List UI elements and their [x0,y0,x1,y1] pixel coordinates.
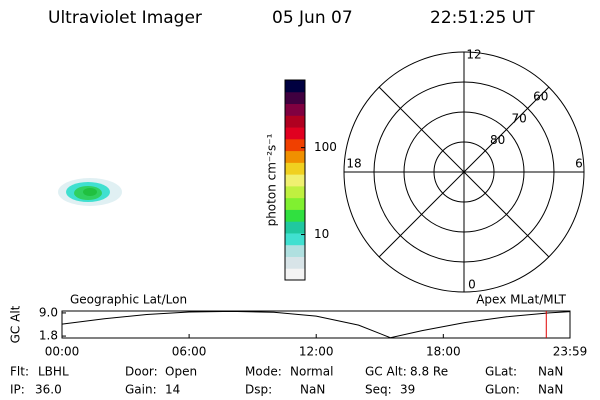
footer-label: GLon: [485,383,520,397]
gc-title-left: Geographic Lat/Lon [70,293,187,307]
footer-label: IP: [10,383,25,397]
colorbar-frame [284,79,306,281]
date: 05 Jun 07 [272,8,353,28]
colorbar-cell [285,138,305,152]
colorbar-tick-label: 10 [314,227,329,241]
footer-label: Mode: [245,365,282,379]
polar-mlt-label: 18 [346,157,361,171]
gc-ytick-label: 9.0 [39,305,58,319]
footer-value: NaN [300,383,325,397]
polar-mlt-label: 12 [466,48,481,62]
gc-ytick-label: 1.8 [39,329,58,343]
colorbar-tick-label: 100 [314,140,337,154]
footer-label: Dsp: [245,383,272,397]
colorbar-cell [285,103,305,116]
colorbar-cell [285,162,305,175]
footer-label: GLat: [485,365,517,379]
colorbar-cell [285,268,305,281]
gc-ylabel: GC Alt [9,305,23,343]
gc-xtick-label: 23:59 [553,345,588,359]
colorbar-cell [285,115,305,128]
footer-value: NaN [538,365,563,379]
footer-value: Normal [290,365,333,379]
gc-xtick-label: 06:00 [172,345,207,359]
aurora-image [58,178,122,206]
polar-lat-label: 70 [512,111,527,125]
colorbar-cell [285,91,305,105]
polar-lat-label: 80 [490,133,505,147]
polar-spoke [378,86,550,258]
gc-xtick-label: 00:00 [45,345,80,359]
gc-alt-line [61,310,571,339]
title: Ultraviolet Imager [48,8,202,28]
colorbar-cell [285,185,305,199]
polar-mlt-label: 0 [468,278,476,292]
colorbar-cell [285,232,305,246]
polar-lat-label: 60 [533,90,548,104]
footer-value: NaN [538,383,563,397]
footer-label: Seq: [365,383,392,397]
footer-value: 36.0 [35,383,62,397]
colorbar-cell [285,127,305,140]
colorbar-cell [285,244,305,257]
footer-label: Gain: [125,383,157,397]
gc-xtick-label: 12:00 [299,345,334,359]
colorbar-cell [285,256,305,269]
colorbar-label: photon cm⁻²s⁻¹ [265,133,279,226]
footer-value: 8.8 Re [410,365,448,379]
colorbar-cell [285,221,305,234]
time: 22:51:25 UT [430,8,535,28]
footer-value: LBHL [38,365,69,379]
footer-label: Flt: [10,365,29,379]
colorbar-cell [285,80,305,93]
footer-label: GC Alt: [365,365,407,379]
gc-title-right: Apex MLat/MLT [476,293,566,307]
colorbar-cell [285,209,305,222]
colorbar-cell [285,174,305,187]
colorbar-cell [285,150,305,163]
gc-xtick-label: 18:00 [426,345,461,359]
polar-mlt-label: 6 [575,157,583,171]
footer-value: 14 [165,383,180,397]
colorbar-cell [285,197,305,210]
footer-value: 39 [400,383,415,397]
footer-value: Open [165,365,197,379]
footer-label: Door: [125,365,158,379]
